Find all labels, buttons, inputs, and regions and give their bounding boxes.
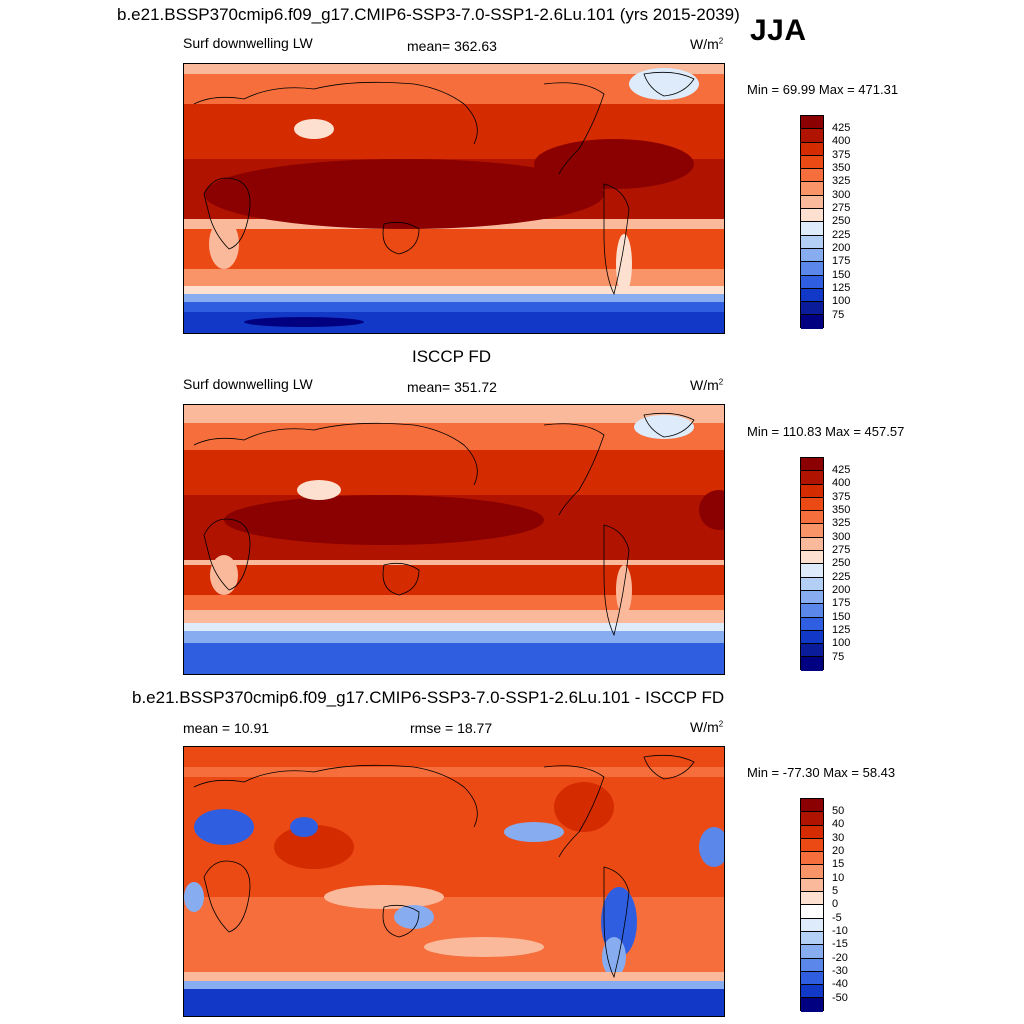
panel1-tick: 275 — [832, 202, 851, 214]
panel3-minmax: Min = -77.30 Max = 58.43 — [747, 765, 896, 780]
panel3-tick: 15 — [832, 858, 845, 870]
panel2-tick: 200 — [832, 584, 851, 596]
panel3-tick: -40 — [832, 978, 848, 990]
panel1-tick: 150 — [832, 269, 851, 281]
panel3-tick: 10 — [832, 872, 845, 884]
panel1-units: W/m2 — [690, 36, 724, 52]
panel2-tick: 125 — [832, 624, 851, 636]
panel2-map — [183, 404, 725, 675]
panel3-tick: 40 — [832, 818, 845, 830]
panel2-tick: 250 — [832, 557, 851, 569]
panel3-mean-label: mean = 10.91 — [183, 720, 270, 736]
panel2-units: W/m2 — [690, 377, 724, 393]
panel1-mean-label: mean= 362.63 — [407, 38, 497, 54]
panel3-tick: -15 — [832, 938, 848, 950]
panel1-tick: 300 — [832, 189, 851, 201]
panel1-title: b.e21.BSSP370cmip6.f09_g17.CMIP6-SSP3-7.… — [117, 5, 740, 24]
panel1-tick: 250 — [832, 215, 851, 227]
panel3-tick: -30 — [832, 965, 848, 977]
panel2-tick: 275 — [832, 544, 851, 556]
panel2-tick: 350 — [832, 504, 851, 516]
panel3-colorbar — [800, 798, 824, 1012]
panel2-tick: 325 — [832, 517, 851, 529]
panel2-tick: 175 — [832, 597, 851, 609]
panel1-tick: 125 — [832, 282, 851, 294]
panel3-tick: -10 — [832, 925, 848, 937]
panel1-map — [183, 63, 725, 334]
panel1-variable-label: Surf downwelling LW — [183, 35, 313, 51]
panel1-tick: 225 — [832, 229, 851, 241]
panel3-tick: 30 — [832, 832, 845, 844]
panel2-title: ISCCP FD — [412, 347, 492, 366]
panel3-tick: -5 — [832, 912, 842, 924]
season-label: JJA — [750, 14, 807, 47]
panel1-tick: 425 — [832, 122, 851, 134]
panel1-tick: 400 — [832, 135, 851, 147]
panel1-tick: 75 — [832, 309, 845, 321]
panel3-tick: 20 — [832, 845, 845, 857]
panel3-tick: 5 — [832, 885, 839, 897]
panel2-variable-label: Surf downwelling LW — [183, 376, 313, 392]
panel1-tick: 350 — [832, 162, 851, 174]
panel2-tick: 400 — [832, 477, 851, 489]
panel3-map — [183, 746, 725, 1017]
panel3-units: W/m2 — [690, 719, 724, 735]
panel1-tick: 200 — [832, 242, 851, 254]
panel2-minmax: Min = 110.83 Max = 457.57 — [747, 424, 905, 439]
panel2-tick: 375 — [832, 491, 851, 503]
panel2-mean-label: mean= 351.72 — [407, 379, 497, 395]
panel2-tick: 425 — [832, 464, 851, 476]
panel3-tick: 50 — [832, 805, 845, 817]
panel1-minmax: Min = 69.99 Max = 471.31 — [747, 82, 899, 97]
panel3-tick: -20 — [832, 952, 848, 964]
panel2-colorbar — [800, 457, 824, 671]
panel1-tick: 175 — [832, 255, 851, 267]
panel3-rmse-label: rmse = 18.77 — [410, 720, 493, 736]
panel2-tick: 150 — [832, 611, 851, 623]
panel1-tick: 100 — [832, 295, 851, 307]
panel2-tick: 100 — [832, 637, 851, 649]
panel2-tick: 225 — [832, 571, 851, 583]
panel3-tick: -50 — [832, 992, 848, 1004]
panel1-tick: 325 — [832, 175, 851, 187]
panel3-tick: 0 — [832, 898, 839, 910]
panel1-tick: 375 — [832, 149, 851, 161]
panel2-tick: 75 — [832, 651, 845, 663]
panel2-tick: 300 — [832, 531, 851, 543]
panel3-title: b.e21.BSSP370cmip6.f09_g17.CMIP6-SSP3-7.… — [132, 688, 725, 707]
panel1-colorbar — [800, 115, 824, 329]
